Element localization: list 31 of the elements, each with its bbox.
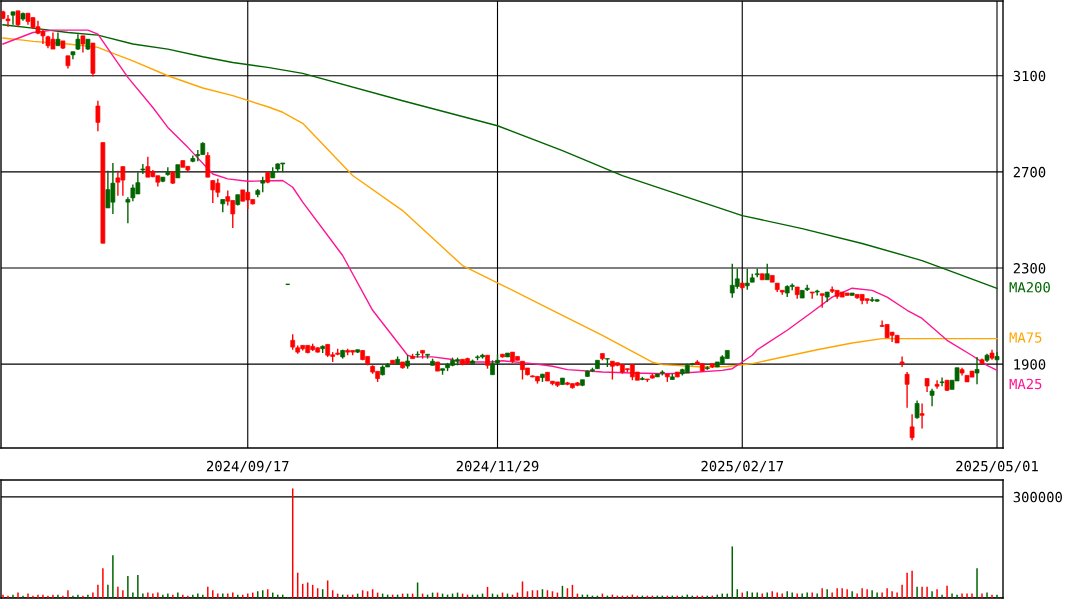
series-label: MA75 bbox=[1009, 332, 1042, 343]
candlestick bbox=[205, 151, 211, 178]
candlestick bbox=[919, 402, 925, 430]
y-tick-label: 2300 bbox=[1013, 263, 1046, 274]
candlestick bbox=[95, 100, 101, 132]
candlestick bbox=[939, 376, 945, 387]
candlestick bbox=[974, 356, 980, 386]
series-label: MA200 bbox=[1009, 281, 1050, 293]
candlestick bbox=[5, 14, 11, 28]
candlestick bbox=[809, 291, 815, 300]
y-tick-label: 1900 bbox=[1014, 359, 1046, 370]
series-label: MA25 bbox=[1009, 378, 1042, 390]
y-tick-label: 300000 bbox=[1013, 491, 1062, 503]
x-tick-label: 2024/11/29 bbox=[456, 460, 539, 473]
candlestick bbox=[914, 399, 920, 420]
candlestick bbox=[165, 166, 171, 177]
x-tick-label: 2025/02/17 bbox=[701, 460, 784, 473]
x-tick-label: 2025/05/01 bbox=[956, 460, 1038, 473]
y-tick-label: 2700 bbox=[1013, 166, 1046, 178]
candlestick bbox=[734, 268, 740, 290]
y-tick-label: 3100 bbox=[1013, 70, 1046, 82]
candlestick bbox=[140, 163, 146, 175]
candlestick bbox=[145, 156, 151, 178]
candlestick bbox=[904, 371, 910, 409]
candlestick bbox=[934, 379, 940, 390]
candlestick bbox=[929, 387, 935, 407]
candlestick bbox=[210, 179, 216, 204]
candlestick bbox=[819, 293, 825, 309]
candlestick bbox=[909, 413, 915, 442]
x-tick-label: 2024/09/17 bbox=[206, 460, 289, 473]
candlestick bbox=[899, 355, 905, 368]
